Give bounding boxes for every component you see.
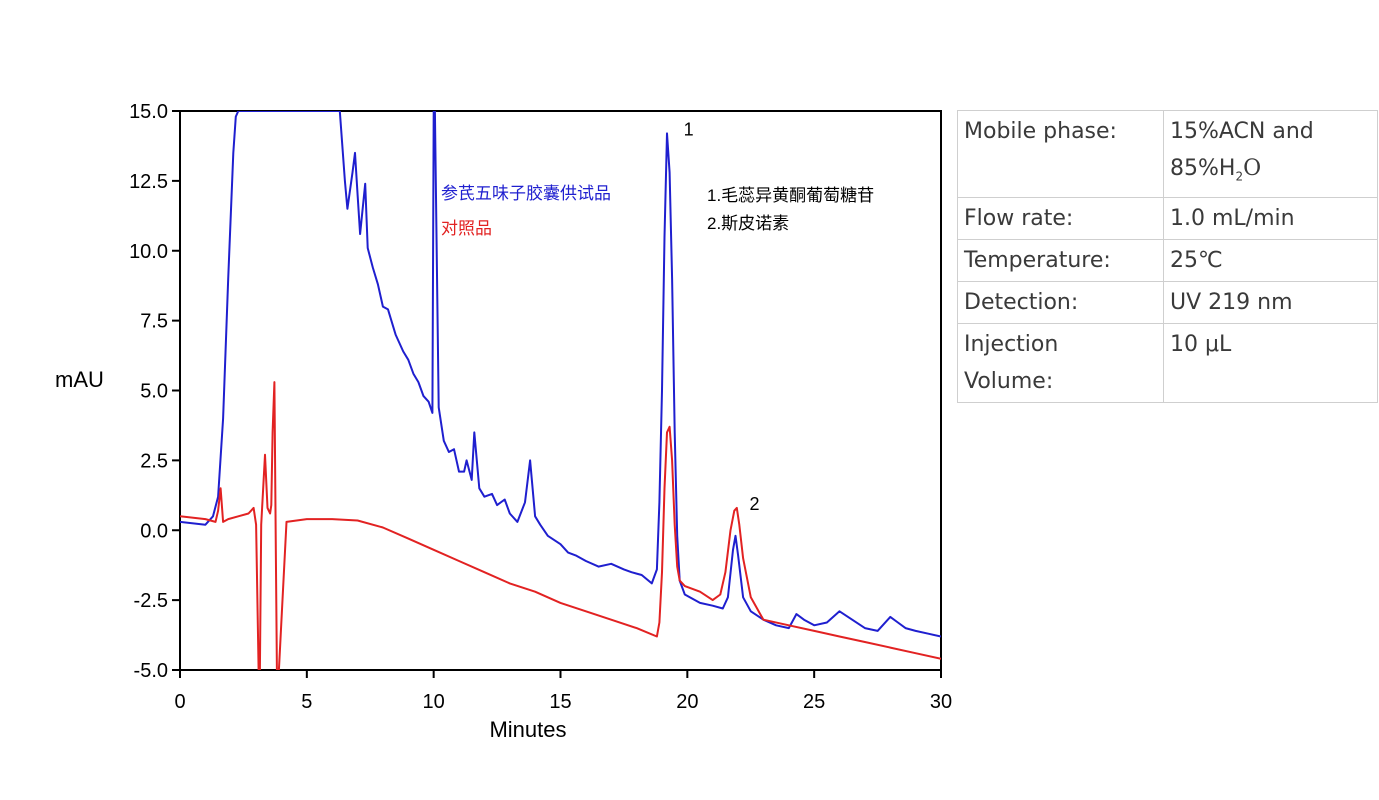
peak-label: 1 [684, 119, 694, 139]
x-tick-label: 30 [930, 691, 952, 713]
x-tick-label: 0 [174, 691, 185, 713]
peak-label: 2 [750, 494, 760, 514]
injection-volume-value: 10 μL [1163, 323, 1378, 404]
x-tick-label: 10 [423, 691, 445, 713]
x-tick-label: 15 [549, 691, 571, 713]
y-tick-label: 15.0 [129, 101, 168, 123]
injection-volume-label: Injection Volume: [957, 323, 1164, 404]
mobile-phase-value-line-2: 85%H2O [1170, 156, 1262, 184]
detection-value: UV 219 nm [1163, 281, 1378, 325]
peak-annotations: 12 [684, 119, 760, 514]
detection-label: Detection: [957, 281, 1164, 325]
conditions-table: Mobile phase: 15%ACN and 85%H2O Flow rat… [957, 109, 1378, 404]
x-axis-label: Minutes [489, 717, 566, 742]
y-tick-label: -5.0 [134, 660, 168, 682]
mobile-phase-label: Mobile phase: [957, 109, 1164, 199]
y-tick-label: 2.5 [140, 450, 168, 472]
x-tick-label: 20 [676, 691, 698, 713]
temperature-value: 25℃ [1163, 239, 1378, 283]
mobile-phase-value-line-1: 15%ACN and [1170, 119, 1314, 144]
table-row: Temperature: 25℃ [957, 239, 1378, 283]
chromatogram-chart: 0 5 10 15 20 25 30 -5.0 -2.5 0.0 2.5 5.0 7.5 10.0 12.5… [55, 101, 952, 742]
flow-rate-value: 1.0 mL/min [1163, 197, 1378, 241]
y-tick-label: 5.0 [140, 381, 168, 403]
legend-sample: 参芪五味子胶囊供试品 [441, 184, 611, 203]
x-tick-label: 5 [301, 691, 312, 713]
table-row: Injection Volume: 10 μL [957, 323, 1378, 404]
peak-list-item-1: 1.毛蕊异黄酮葡萄糖苷 [707, 186, 874, 205]
y-tick-label: 12.5 [129, 171, 168, 193]
y-tick-label: 7.5 [140, 311, 168, 333]
table-row: Flow rate: 1.0 mL/min [957, 197, 1378, 241]
y-tick-label: 0.0 [140, 520, 168, 542]
mobile-phase-value: 15%ACN and 85%H2O [1163, 109, 1378, 199]
temperature-label: Temperature: [957, 239, 1164, 283]
legend-reference: 对照品 [441, 219, 492, 238]
flow-rate-label: Flow rate: [957, 197, 1164, 241]
table-row: Detection: UV 219 nm [957, 281, 1378, 325]
x-tick-label: 25 [803, 691, 825, 713]
y-tick-label: 10.0 [129, 241, 168, 263]
series-line-sample [180, 111, 941, 638]
y-axis-label: mAU [55, 367, 104, 392]
peak-list-item-2: 2.斯皮诺素 [707, 214, 789, 233]
axis-ticks: 0 5 10 15 20 25 30 -5.0 -2.5 0.0 2.5 5.0 7.5 10.0 12.5… [129, 101, 952, 713]
y-tick-label: -2.5 [134, 590, 168, 612]
table-row: Mobile phase: 15%ACN and 85%H2O [957, 109, 1378, 199]
series-line-reference [180, 381, 941, 670]
